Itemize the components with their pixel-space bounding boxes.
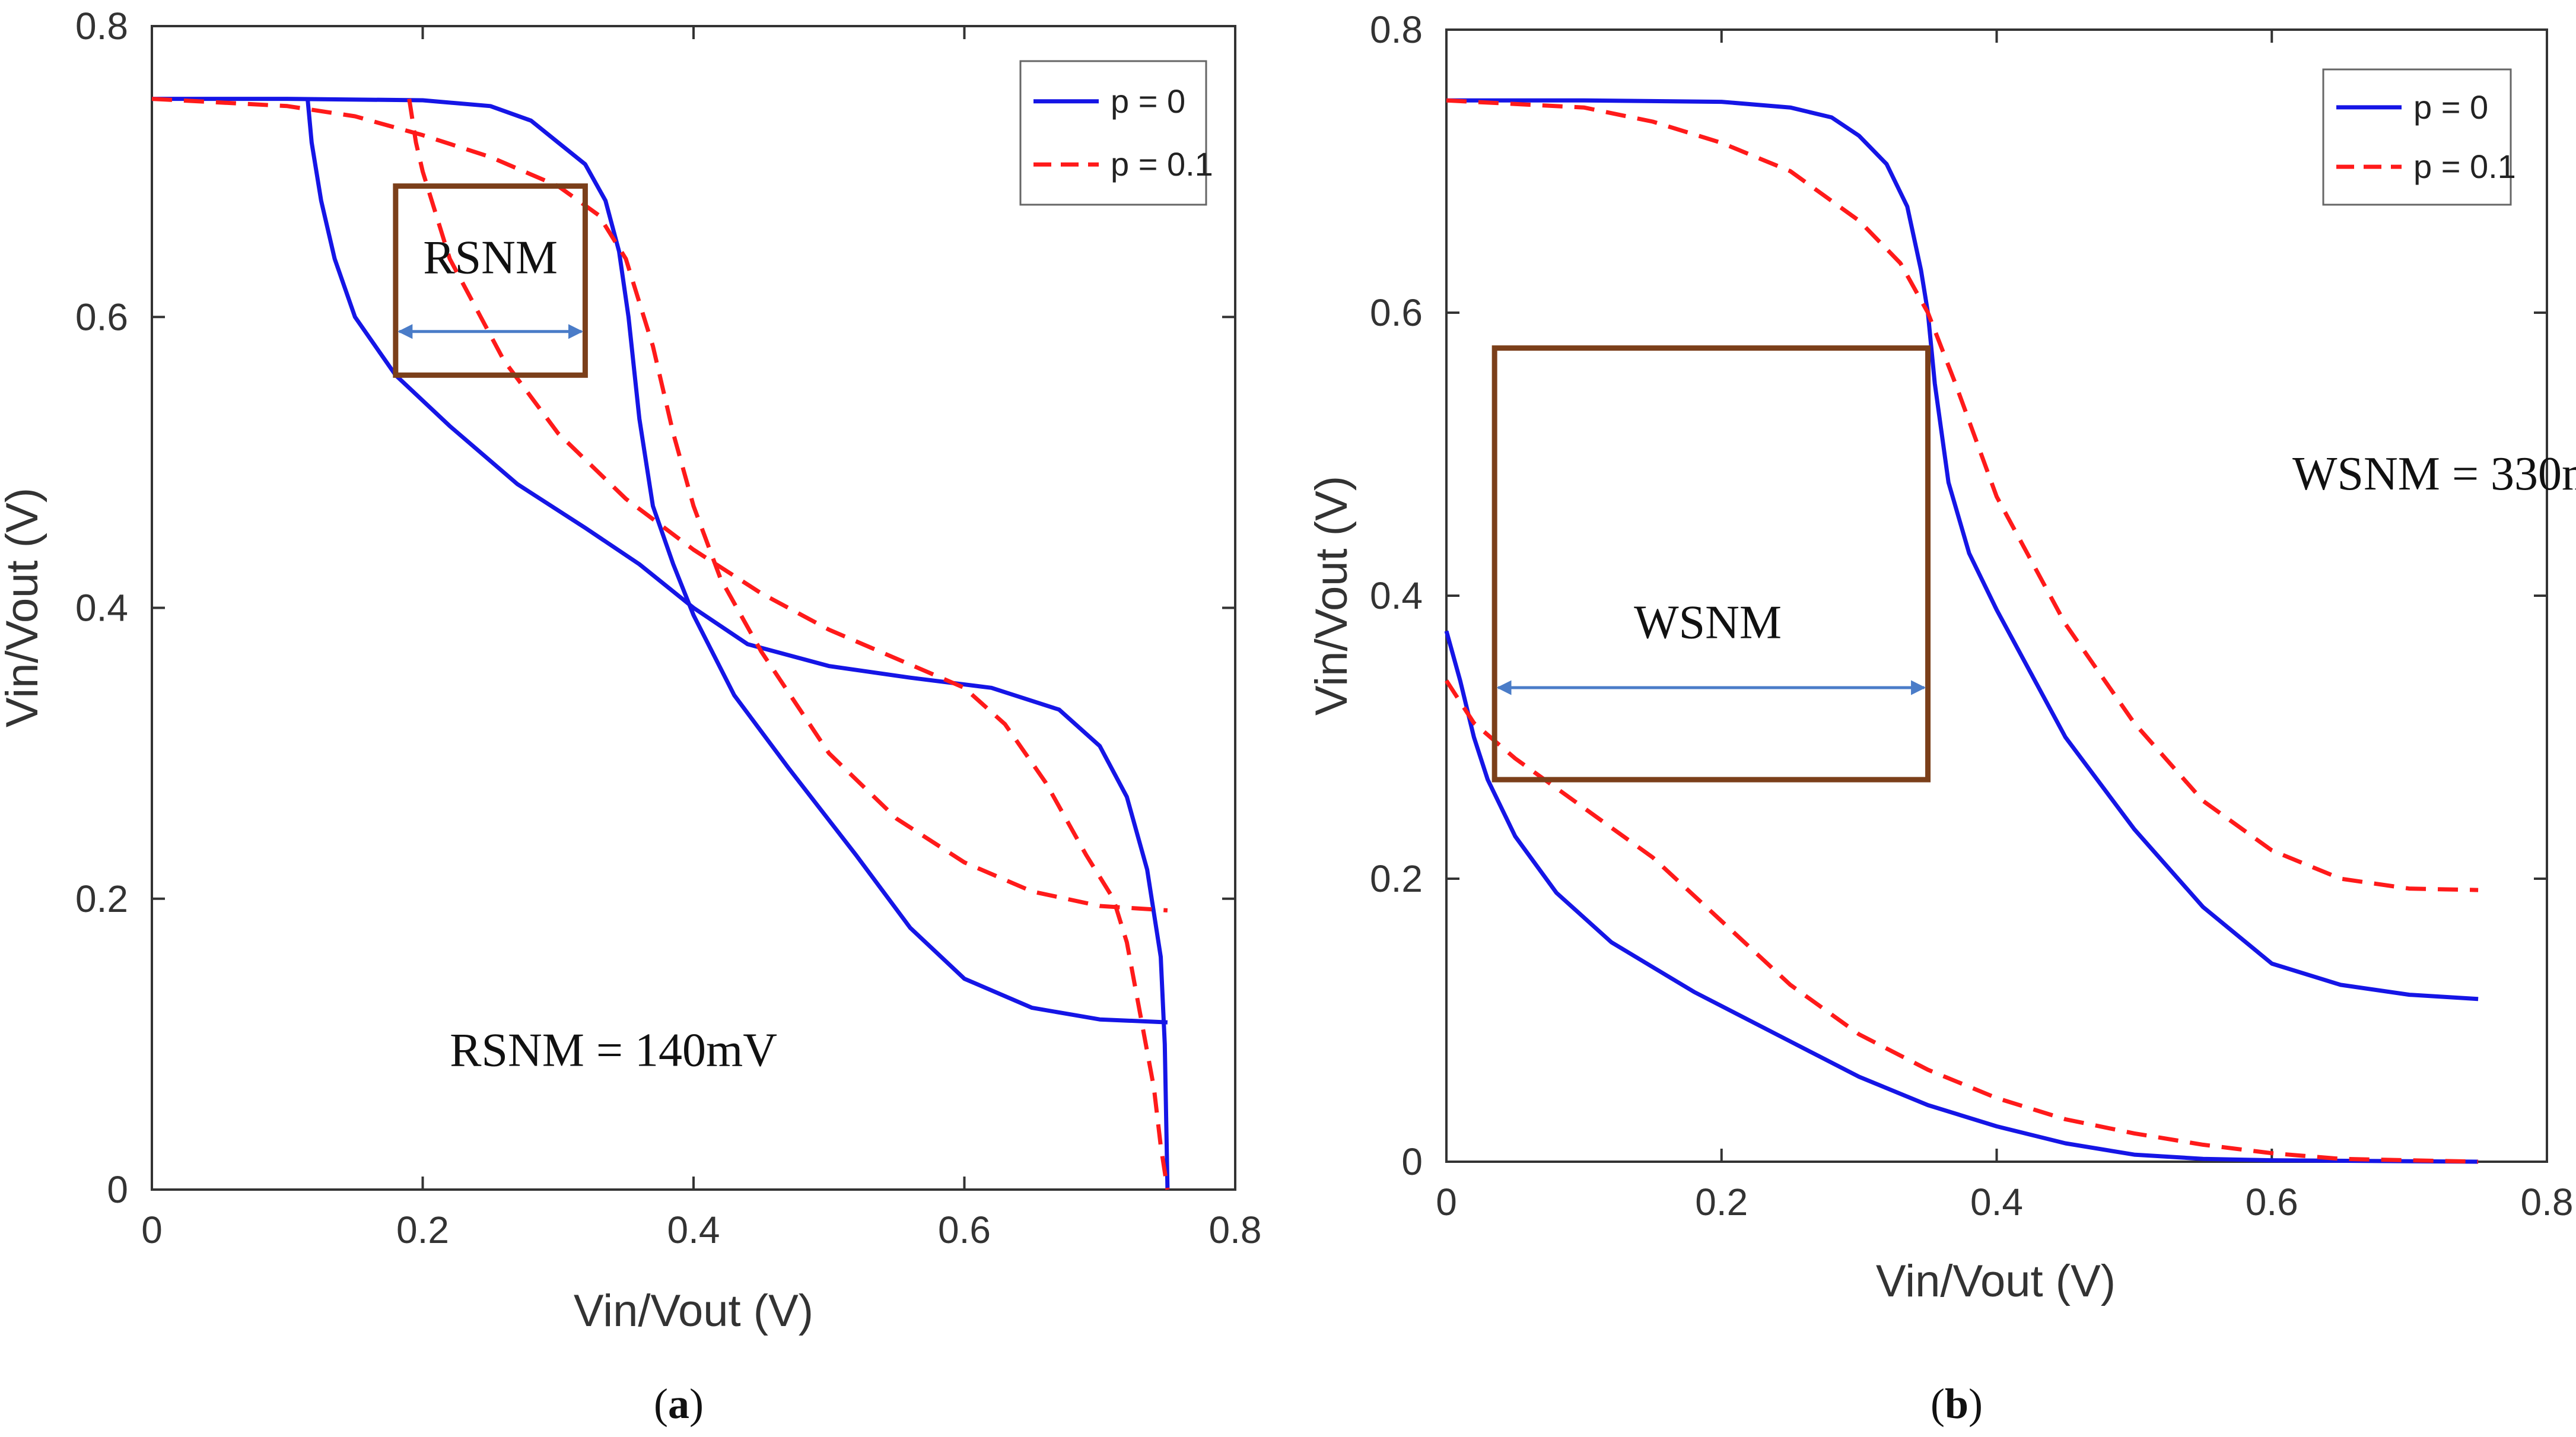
x-tick-label: 0.8 <box>1209 1209 1262 1251</box>
y-tick-label: 0.8 <box>1370 8 1423 51</box>
snm-box <box>1491 345 1931 783</box>
snm-box-label: RSNM <box>423 232 558 284</box>
x-tick-label: 0.4 <box>1970 1181 2023 1223</box>
y-tick-label: 0.4 <box>1370 574 1423 617</box>
series-p0-curve-1 <box>1446 98 2479 1002</box>
panel-b-chart: 0 0.2 0.4 0.6 0.8 0 0.2 0.4 0.6 0.8 Vin/Vout (V) Vi… <box>1306 8 2576 1428</box>
x-tick-label: 0 <box>141 1209 163 1251</box>
y-tick-label: 0 <box>107 1168 128 1211</box>
snm-value-text: WSNM = 330mV <box>2292 448 2576 500</box>
x-tick-label: 0.8 <box>2521 1181 2574 1223</box>
y-tick-label: 0.6 <box>1370 291 1423 334</box>
series-p0-curve-2 <box>306 98 1170 1190</box>
series-p0-curve-1 <box>152 97 1168 1025</box>
x-axis-label: Vin/Vout (V) <box>1876 1256 2116 1306</box>
y-axis-label: Vin/Vout (V) <box>1306 476 1357 716</box>
caption-close-paren: ) <box>1968 1380 1983 1428</box>
series-p01-curve-1 <box>151 97 1168 913</box>
snm-box <box>393 183 588 378</box>
series-p01-curve-1 <box>1446 98 2479 892</box>
panel-a-chart: 0 0.2 0.4 0.6 0.8 0 0.2 0.4 0.6 0.8 Vin/Vout (V) Vi… <box>0 5 1261 1428</box>
y-tick-label: 0.8 <box>75 5 128 47</box>
x-tick-label: 0.6 <box>2246 1181 2298 1223</box>
legend-box <box>1019 60 1207 206</box>
y-tick-label: 0.4 <box>75 587 128 630</box>
x-tick-label: 0.6 <box>938 1209 991 1251</box>
panel-caption: (b) <box>1931 1380 1983 1428</box>
legend-label-p0: p = 0 <box>1111 82 1185 120</box>
x-tick-label: 0.4 <box>667 1209 720 1251</box>
y-tick-label: 0.2 <box>1370 857 1423 900</box>
legend-label-p0: p = 0 <box>2413 88 2488 126</box>
snm-box-label: WSNM <box>1634 597 1782 649</box>
y-tick-label: 0 <box>1401 1140 1423 1183</box>
legend-box <box>2322 68 2512 206</box>
caption-close-paren: ) <box>689 1380 704 1428</box>
x-axis-label: Vin/Vout (V) <box>574 1286 813 1336</box>
series-p01-curve-2 <box>1445 679 2479 1164</box>
panel-caption: (a) <box>654 1380 704 1428</box>
plot-area <box>1445 28 2548 1163</box>
y-axis-label: Vin/Vout (V) <box>0 488 47 727</box>
y-tick-label: 0.6 <box>75 295 128 338</box>
legend-label-p01: p = 0.1 <box>1111 145 1213 183</box>
caption-open-paren: ( <box>1931 1380 1945 1428</box>
caption-open-paren: ( <box>654 1380 668 1428</box>
caption-letter: b <box>1945 1380 1968 1428</box>
x-tick-label: 0 <box>1436 1181 1457 1223</box>
x-tick-label: 0.2 <box>1695 1181 1748 1223</box>
y-tick-label: 0.2 <box>75 878 128 920</box>
legend-label-p01: p = 0.1 <box>2413 148 2516 185</box>
snm-value-text: RSNM = 140mV <box>450 1025 777 1077</box>
series-p01-curve-2 <box>407 98 1170 1190</box>
series-p0-curve-2 <box>1444 630 2479 1164</box>
caption-letter: a <box>668 1380 689 1428</box>
x-tick-label: 0.2 <box>396 1209 449 1251</box>
